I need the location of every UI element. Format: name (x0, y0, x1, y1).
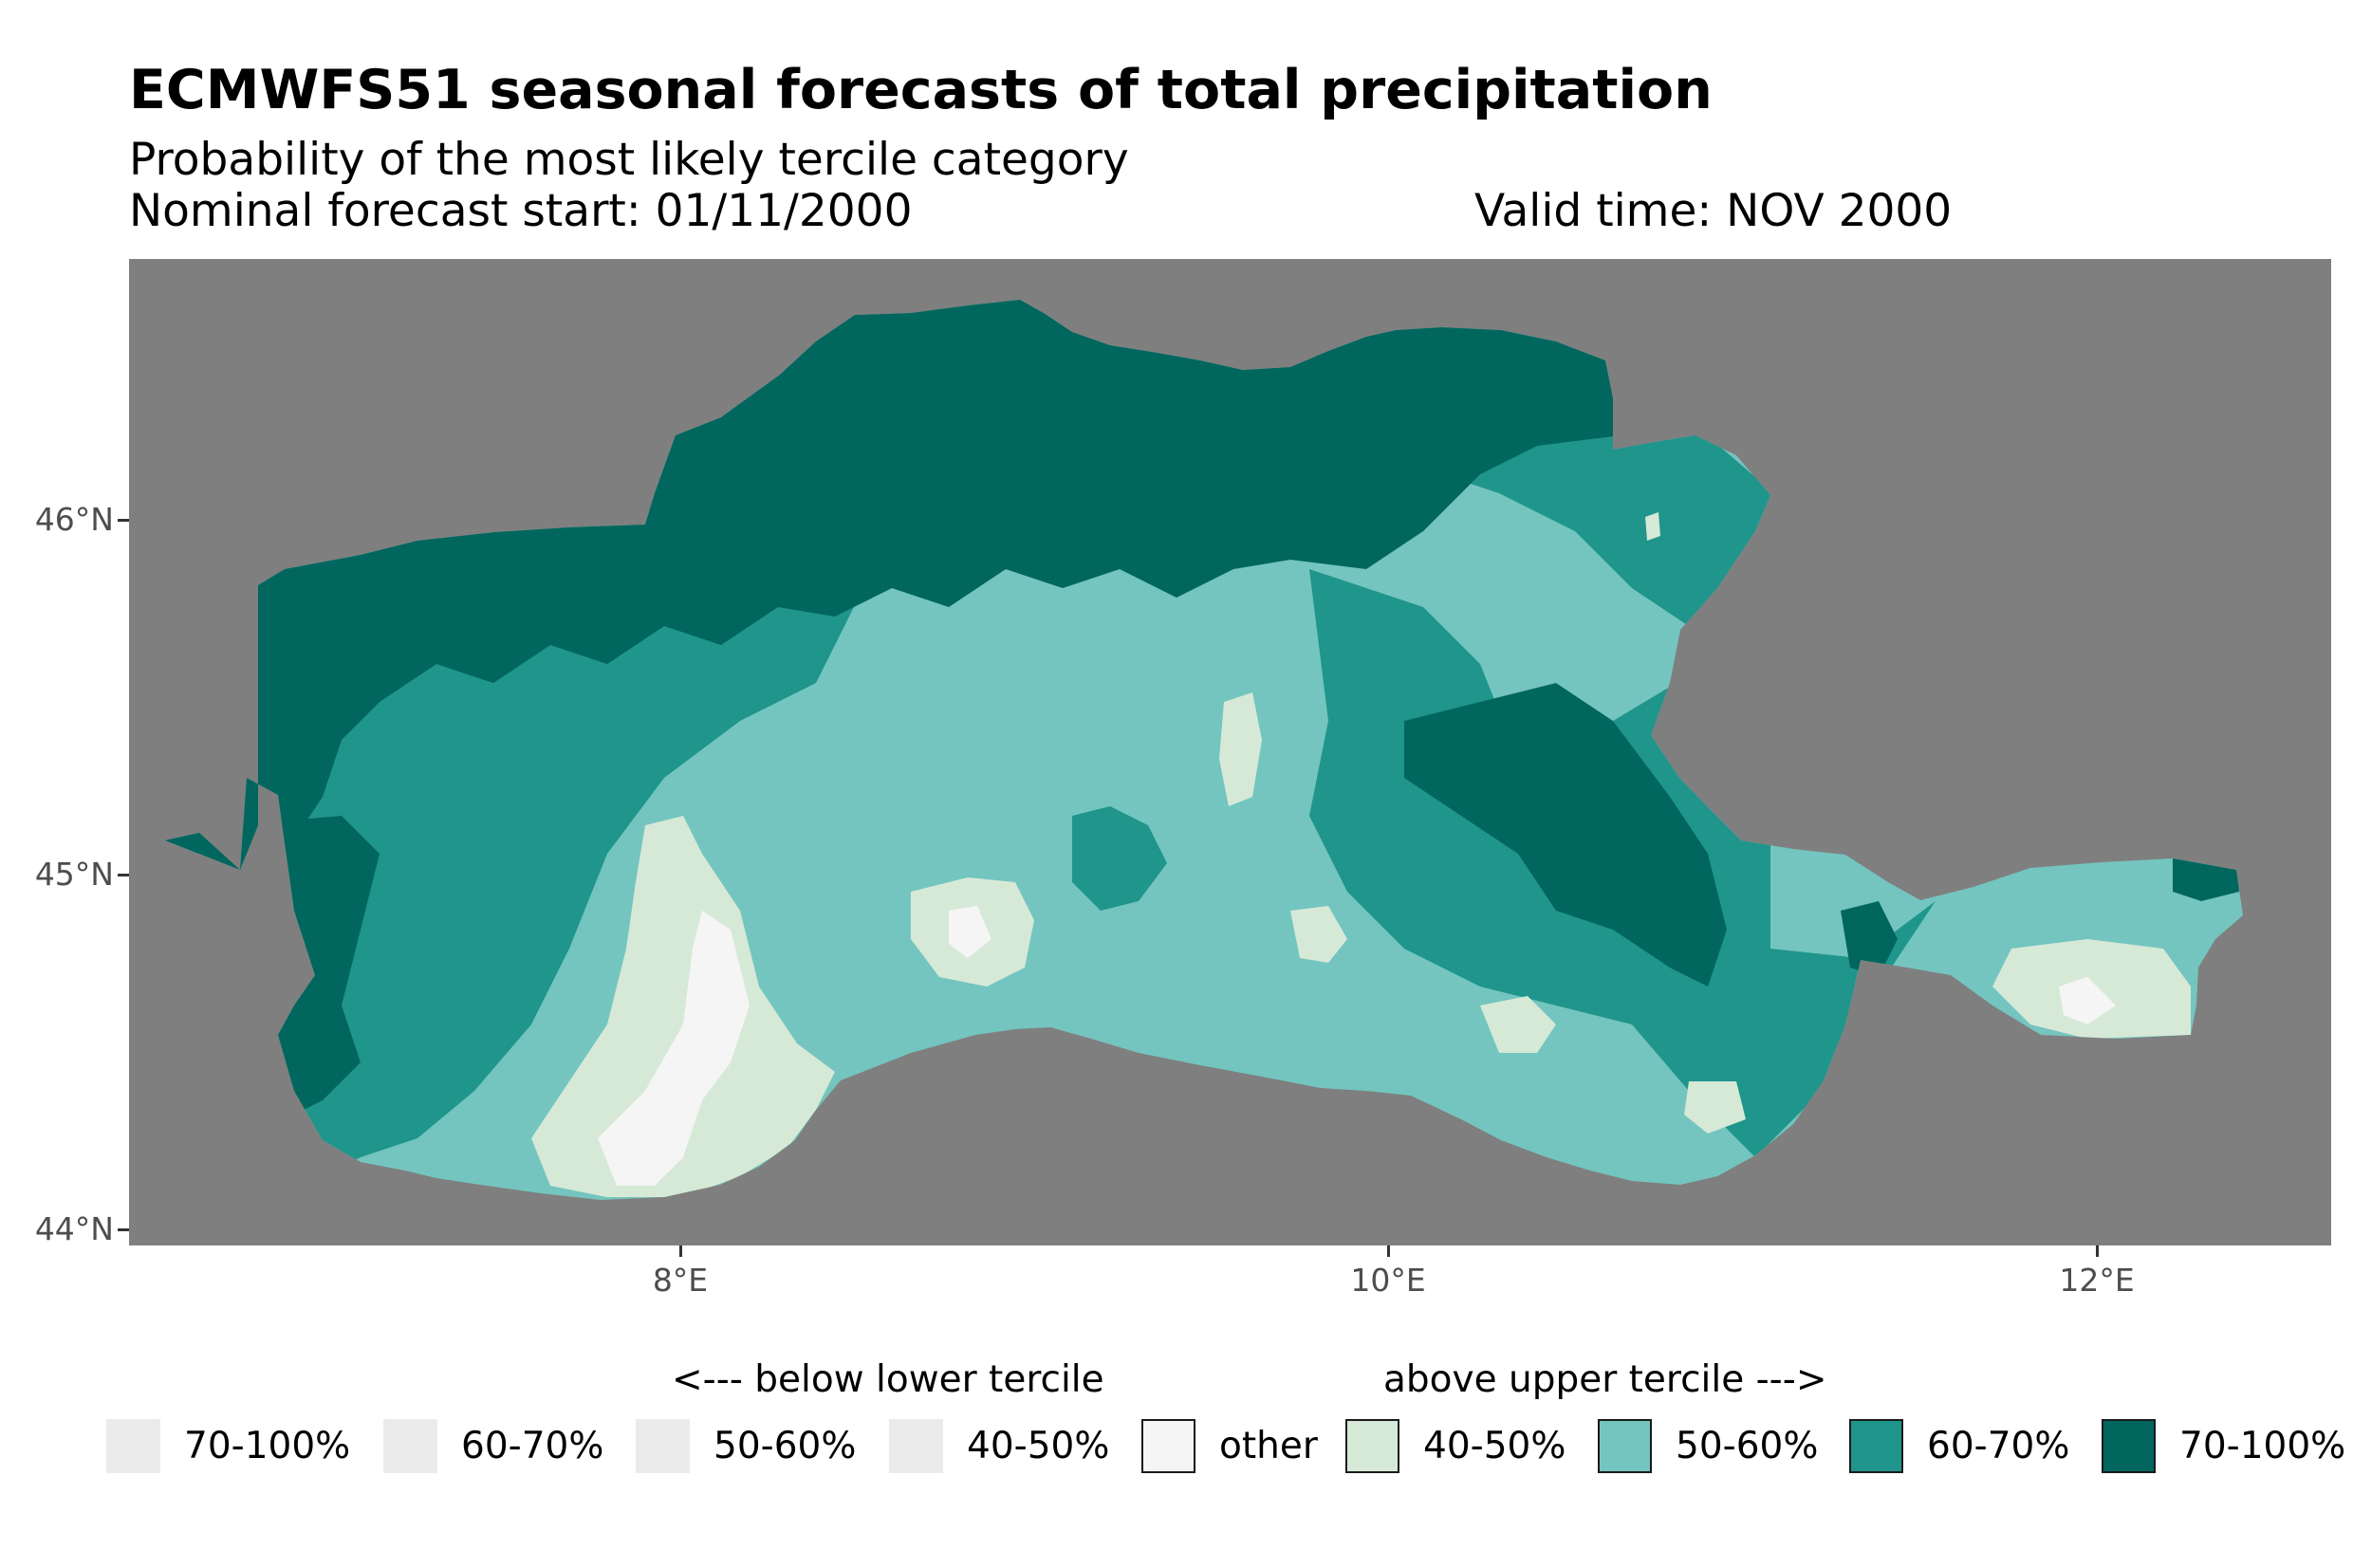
zone-above-70-100-east-patch (1841, 901, 1898, 977)
y-tick-label-46: 46°N (34, 501, 114, 538)
legend-item-above-60-70: 60-70% (1849, 1419, 2069, 1473)
legend-key-above-60-70 (1849, 1419, 1903, 1473)
valid-time: Valid time: NOV 2000 (1474, 185, 1953, 237)
x-tick-label-10: 10°E (1350, 1262, 1426, 1299)
map-svg (165, 300, 2243, 1200)
x-tick-label-8: 8°E (652, 1262, 709, 1299)
legend-item-above-50-60: 50-60% (1598, 1419, 1818, 1473)
x-tick-10 (1387, 1245, 1390, 1257)
legend-label: 60-70% (1927, 1425, 2070, 1467)
legend-label: 50-60% (713, 1425, 857, 1467)
legend-item-above-70-100: 70-100% (2102, 1419, 2345, 1473)
legend-label: 60-70% (461, 1425, 604, 1467)
zone-other-southwest (598, 911, 750, 1186)
y-tick-44 (118, 1228, 129, 1231)
zone-above-60-70-central-blob (1072, 806, 1167, 911)
chart-subtitle: Probability of the most likely tercile c… (129, 134, 1129, 186)
x-tick-label-12: 12°E (2059, 1262, 2135, 1299)
map-panel (129, 259, 2331, 1245)
zone-other-south (949, 906, 991, 958)
y-tick-45 (118, 874, 129, 876)
x-tick-12 (2096, 1245, 2099, 1257)
legend-item-below-40-50: 40-50% (889, 1419, 1109, 1473)
legend-below-title: <--- below lower tercile (672, 1358, 1104, 1401)
legend-key-below-70-100 (106, 1419, 160, 1473)
legend-label: 50-60% (1676, 1425, 1819, 1467)
y-tick-label-44: 44°N (34, 1210, 114, 1247)
legend-key-below-40-50 (889, 1419, 943, 1473)
zone-other-delta (2059, 977, 2116, 1024)
legend-key-other (1141, 1419, 1195, 1473)
legend-label: 70-100% (184, 1425, 351, 1467)
forecast-start: Nominal forecast start: 01/11/2000 (129, 185, 913, 237)
chart-title: ECMWFS51 seasonal forecasts of total pre… (129, 59, 1713, 121)
x-tick-8 (679, 1245, 682, 1257)
legend-key-above-40-50 (1345, 1419, 1399, 1473)
zone-above-70-100-east (1404, 683, 1727, 987)
legend-item-other: other (1141, 1419, 1318, 1473)
zone-above-40-50-southwest (531, 816, 835, 1197)
zone-above-40-50-southeast (1480, 996, 1556, 1053)
zone-above-40-50-plain (1290, 906, 1347, 963)
zone-above-70-100-delta-patch (2173, 858, 2239, 901)
legend-item-below-50-60: 50-60% (636, 1419, 856, 1473)
legend-label: other (1219, 1425, 1318, 1467)
legend-item-below-70-100: 70-100% (106, 1419, 350, 1473)
zone-above-40-50-southeast-2 (1684, 1081, 1746, 1134)
legend-key-above-50-60 (1598, 1419, 1652, 1473)
legend-label: 70-100% (2179, 1425, 2346, 1467)
legend-above-title: above upper tercile ---> (1383, 1358, 1827, 1401)
legend-key-above-70-100 (2102, 1419, 2156, 1473)
legend-key-below-50-60 (636, 1419, 690, 1473)
legend-label: 40-50% (967, 1425, 1110, 1467)
zone-above-40-50-north (1645, 512, 1660, 541)
legend-item-above-40-50: 40-50% (1345, 1419, 1566, 1473)
y-tick-label-45: 45°N (34, 856, 114, 893)
y-tick-46 (118, 519, 129, 522)
legend-item-below-60-70: 60-70% (383, 1419, 603, 1473)
zone-above-40-50-central (1219, 692, 1262, 806)
legend-key-below-60-70 (383, 1419, 437, 1473)
legend-label: 40-50% (1423, 1425, 1566, 1467)
zone-above-60-70-north-east (1423, 417, 1774, 626)
